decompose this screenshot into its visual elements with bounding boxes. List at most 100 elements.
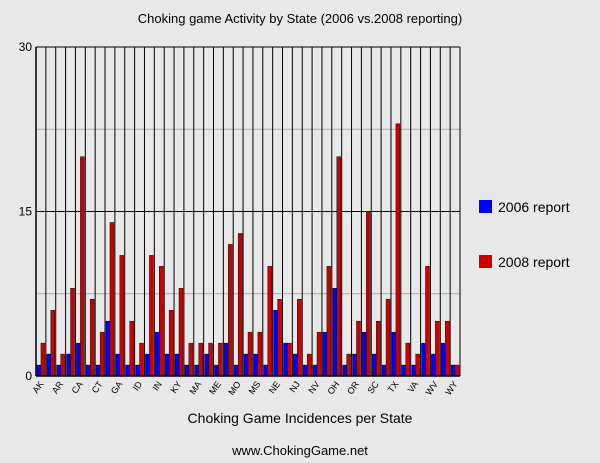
bar-in-series1 — [155, 331, 160, 377]
x-tick-label: OH — [325, 379, 341, 396]
bar-ak-series2 — [40, 342, 46, 377]
bar-va-series1 — [411, 364, 416, 377]
chart-title: Choking game Activity by State (2006 vs.… — [138, 11, 462, 26]
bar-wy-series1 — [450, 364, 456, 377]
bar-ct-series1 — [95, 364, 101, 377]
bar-ne-series2 — [277, 299, 282, 377]
bar-in-series2 — [159, 266, 164, 377]
x-tick-label: ME — [207, 379, 223, 396]
plot-area — [35, 46, 461, 377]
bar-de-series2 — [109, 222, 115, 377]
x-axis: AK AR CA CT GA ID IN KY MA ME MO MS NE NJ NV OH OR SC TX VA… — [30, 379, 459, 397]
bar-oh-series2 — [336, 156, 341, 377]
bar-pa-series1 — [362, 331, 367, 377]
bar-id-series1 — [135, 364, 140, 377]
x-tick-label: NE — [267, 379, 282, 395]
x-tick-label: AK — [30, 379, 45, 395]
legend-label-2: 2008 report — [498, 254, 570, 270]
y-tick-label: 30 — [19, 40, 33, 54]
bar-id-series2 — [139, 342, 144, 377]
x-tick-label: OR — [345, 379, 361, 396]
x-tick-label: AR — [50, 379, 66, 395]
x-tick-label: SC — [365, 379, 381, 395]
bar-ok-series2 — [346, 353, 351, 377]
y-axis: 0 15 30 — [19, 40, 33, 383]
bar-il-series2 — [149, 255, 154, 377]
bar-va-series2 — [415, 353, 420, 377]
bar-or-series1 — [352, 353, 357, 377]
bar-nv-series1 — [312, 364, 318, 377]
bar-sd-series2 — [385, 299, 391, 377]
bar-sd-series1 — [381, 364, 387, 377]
bar-nm-series1 — [302, 364, 308, 377]
x-tick-label: MO — [226, 379, 243, 397]
bar-vt-series1 — [421, 342, 426, 377]
x-tick-label: MS — [247, 379, 263, 396]
bar-tx-series2 — [395, 123, 401, 377]
bar-oh-series1 — [332, 288, 337, 377]
bar-md-series2 — [208, 342, 213, 377]
bar-sc-series1 — [371, 353, 377, 377]
x-tick-label: CA — [70, 379, 85, 395]
bar-ks-series2 — [168, 310, 174, 377]
bar-il-series1 — [145, 353, 150, 377]
bar-ks-series1 — [164, 353, 170, 377]
x-axis-title: Choking Game Incidences per State — [188, 410, 413, 426]
bar-mo-series2 — [237, 233, 243, 377]
bar-nj-series1 — [293, 353, 298, 377]
bar-nc-series1 — [283, 342, 288, 377]
bar-mo-series1 — [233, 364, 239, 377]
y-tick-label: 15 — [19, 205, 33, 219]
bar-ny-series1 — [322, 331, 328, 377]
bar-ma-series1 — [194, 364, 199, 377]
bar-ak-series1 — [36, 364, 42, 377]
bar-md-series1 — [204, 353, 209, 377]
bar-ut-series2 — [405, 342, 410, 377]
bar-wv-series2 — [435, 320, 440, 377]
x-tick-label: IN — [151, 379, 164, 392]
bar-vt-series2 — [425, 266, 430, 377]
x-tick-label: VA — [406, 379, 421, 394]
bar-az-series1 — [66, 353, 71, 377]
bar-me-series2 — [218, 342, 223, 377]
x-tick-label: KY — [169, 379, 184, 395]
bar-mn-series1 — [243, 353, 249, 377]
x-tick-label: CT — [90, 379, 105, 395]
bar-al-series1 — [46, 353, 51, 377]
bar-la-series1 — [184, 364, 190, 377]
bar-ky-series1 — [174, 353, 180, 377]
bar-wv-series1 — [431, 353, 436, 377]
x-tick-label: ID — [131, 379, 145, 393]
bar-mt-series1 — [263, 364, 268, 377]
bar-tx-series1 — [391, 331, 397, 377]
bar-hi-series2 — [129, 320, 134, 377]
bar-ne-series1 — [273, 310, 278, 377]
bar-mi-series1 — [224, 342, 229, 377]
bar-ca-series1 — [76, 342, 81, 377]
bar-wi-series1 — [441, 342, 446, 377]
bar-ar-series1 — [56, 364, 61, 377]
bar-nv-series2 — [316, 331, 322, 377]
x-tick-label: WY — [443, 379, 460, 397]
x-tick-label: MA — [187, 379, 203, 396]
bar-ms-series2 — [257, 331, 263, 377]
footer-url: www.ChokingGame.net — [231, 443, 368, 458]
x-tick-label: TX — [386, 379, 401, 394]
y-tick-label: 0 — [25, 369, 32, 383]
bar-hi-series1 — [125, 364, 130, 377]
bar-de-series1 — [105, 320, 111, 377]
x-tick-label: NJ — [287, 379, 302, 394]
legend-swatch-1 — [479, 200, 492, 213]
bar-ut-series1 — [401, 364, 406, 377]
bar-nm-series2 — [306, 353, 312, 377]
bar-ct-series2 — [99, 331, 105, 377]
bar-la-series2 — [188, 342, 194, 377]
bar-co-series1 — [86, 364, 91, 377]
bar-nj-series2 — [297, 299, 302, 377]
bar-co-series2 — [90, 299, 95, 377]
bar-sc-series2 — [375, 320, 381, 377]
bar-mi-series2 — [228, 244, 233, 377]
bar-ca-series2 — [80, 156, 85, 377]
bar-az-series2 — [70, 288, 75, 377]
